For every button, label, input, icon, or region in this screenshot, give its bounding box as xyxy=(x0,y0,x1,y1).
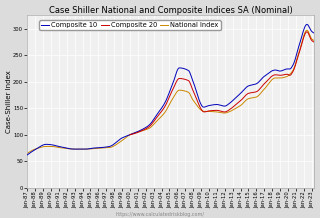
Text: https://www.calculatedriskblog.com/: https://www.calculatedriskblog.com/ xyxy=(116,212,204,217)
Legend: Composite 10, Composite 20, National Index: Composite 10, Composite 20, National Ind… xyxy=(39,20,221,30)
Line: Composite 20: Composite 20 xyxy=(130,32,314,135)
Line: Composite 10: Composite 10 xyxy=(27,24,314,155)
Line: National Index: National Index xyxy=(27,30,314,153)
Title: Case Shiller National and Composite Indices SA (Nominal): Case Shiller National and Composite Indi… xyxy=(49,5,292,15)
Y-axis label: Case-Shiller Index: Case-Shiller Index xyxy=(5,70,12,133)
